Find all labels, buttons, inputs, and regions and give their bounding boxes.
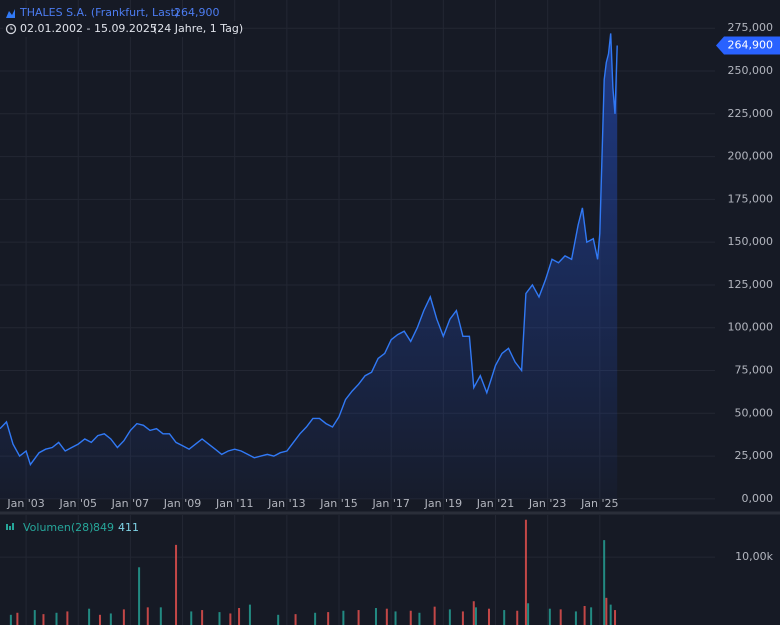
x-tick-label: Jan '13: [267, 497, 305, 510]
volume-bar: [448, 609, 451, 625]
volume-bar: [461, 611, 464, 625]
volume-bar: [55, 612, 58, 625]
y-tick-label: 10,00k: [735, 550, 773, 563]
volume-bar: [122, 609, 125, 625]
y-tick-label: 275,000: [728, 21, 774, 34]
x-tick-label: Jan '09: [163, 497, 201, 510]
x-tick-label: Jan '17: [371, 497, 409, 510]
volume-bar: [138, 567, 141, 625]
volume-bar: [201, 610, 204, 625]
volume-bar: [42, 614, 45, 625]
volume-bar: [503, 610, 506, 625]
clock-icon: [5, 23, 17, 35]
volume-bar: [474, 607, 477, 625]
y-tick-label: 225,000: [728, 107, 774, 120]
subtitle-bg: [3, 21, 241, 37]
last-value: 264,900: [174, 6, 220, 19]
volume-bar: [342, 610, 345, 625]
volume-bar: [516, 610, 519, 625]
y-tick-label: 25,000: [735, 449, 774, 462]
volume-bar: [472, 601, 475, 625]
volume-bar: [248, 604, 251, 625]
volume-bar: [98, 614, 101, 625]
header: THALES S.A. (Frankfurt, Last) 264,900 02…: [3, 6, 243, 37]
volume-bar: [159, 607, 162, 625]
volume-bar: [33, 610, 36, 625]
y-tick-label: 75,000: [735, 364, 774, 377]
y-tick-label: 250,000: [728, 64, 774, 77]
volume-bar: [605, 597, 608, 625]
series-icon: [6, 9, 15, 18]
volume-bar: [357, 610, 360, 625]
volume-bar: [548, 608, 551, 625]
x-tick-label: Jan '25: [580, 497, 618, 510]
volume-icon: [12, 523, 14, 530]
y-tick-label: 150,000: [728, 235, 774, 248]
period: (24 Jahre, 1 Tag): [153, 22, 243, 35]
x-tick-label: Jan '15: [319, 497, 357, 510]
volume-bar: [433, 606, 436, 625]
volume-bar: [175, 544, 178, 625]
volume-bar: [218, 612, 221, 625]
volume-bar: [88, 608, 91, 625]
volume-bar: [609, 604, 612, 625]
y-tick-label: 125,000: [728, 278, 774, 291]
line: [0, 33, 618, 467]
volume-bar: [277, 614, 280, 625]
volume-bar: [559, 609, 562, 625]
last-value-badge: [716, 36, 780, 55]
x-tick-label: Jan '05: [58, 497, 96, 510]
volume-bar: [374, 608, 377, 625]
plot: [0, 33, 618, 625]
volume-bar: [524, 519, 527, 625]
volume-bar: [9, 614, 12, 625]
volume-header: Volumen(28) 849 411: [6, 521, 139, 534]
volume-bar: [487, 608, 490, 625]
chart-title: THALES S.A. (Frankfurt, Last): [19, 6, 179, 19]
y-tick-label: 100,000: [728, 321, 774, 334]
volume-bar: [314, 612, 317, 625]
volume-bar: [614, 610, 617, 625]
volume-icon: [6, 524, 8, 530]
volume-bar: [109, 613, 112, 625]
volume-icon: [9, 526, 11, 530]
volume-bar: [574, 611, 577, 625]
x-tick-label: Jan '23: [528, 497, 566, 510]
volume-bar: [238, 608, 241, 625]
volume-bar: [583, 605, 586, 625]
volume-bar: [385, 608, 388, 625]
volume-bar: [418, 612, 421, 625]
y-tick-label: 0,000: [742, 492, 774, 505]
last-value-label: 264,900: [728, 39, 774, 52]
volume-bar: [146, 607, 149, 625]
y-tick-label: 175,000: [728, 192, 774, 205]
x-tick-label: Jan '11: [215, 497, 253, 510]
y-tick-label: 200,000: [728, 150, 774, 163]
volume-bar: [66, 611, 69, 625]
x-tick-label: Jan '21: [476, 497, 514, 510]
y-tick-label: 50,000: [735, 406, 774, 419]
clock-hand: [10, 26, 13, 30]
volume-bar: [527, 603, 530, 625]
volume-ma: 411: [118, 521, 139, 534]
volume-bar: [409, 610, 412, 625]
volume-bar: [327, 612, 330, 625]
area: [0, 33, 618, 499]
volume-bar: [603, 540, 606, 625]
volume-title: Volumen(28): [23, 521, 93, 534]
volume-bar: [294, 614, 297, 625]
volume-bar: [16, 612, 19, 625]
subtitle: 02.01.2002 - 15.09.2025: [20, 22, 157, 35]
volume-last: 849: [93, 521, 114, 534]
volume-bar: [190, 611, 193, 625]
volume-bar: [229, 613, 232, 625]
volume-bar: [394, 611, 397, 625]
x-tick-label: Jan '19: [424, 497, 462, 510]
volume-bar: [590, 607, 593, 625]
x-tick-label: Jan '03: [6, 497, 44, 510]
x-tick-label: Jan '07: [111, 497, 149, 510]
